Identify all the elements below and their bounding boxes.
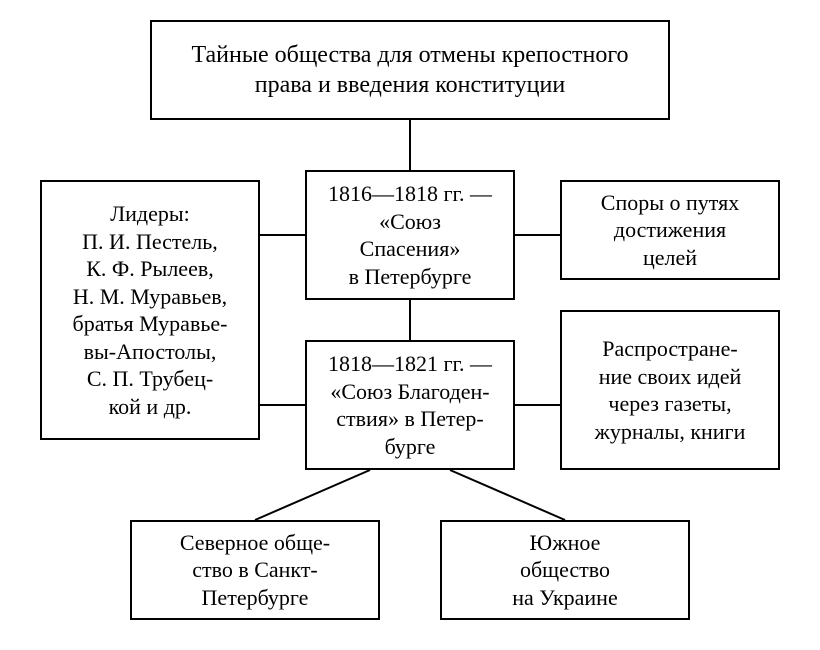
leaders-node: Лидеры:П. И. Пестель,К. Ф. Рылеев,Н. М. …	[40, 180, 260, 440]
title-node: Тайные общества для отмены крепостного п…	[150, 20, 670, 120]
disputes-node: Споры о путяхдостиженияцелей	[560, 180, 780, 280]
union-salvation-node: 1816—1818 гг. —«СоюзСпасения»в Петербург…	[305, 170, 515, 300]
union-welfare-node: 1818—1821 гг. —«Союз Благоден-ствия» в П…	[305, 340, 515, 470]
spread-ideas-node: Распростране-ние своих идейчерез газеты,…	[560, 310, 780, 470]
northern-society-node: Северное обще-ство в Санкт-Петербурге	[130, 520, 380, 620]
southern-society-node: Южноеобществона Украине	[440, 520, 690, 620]
